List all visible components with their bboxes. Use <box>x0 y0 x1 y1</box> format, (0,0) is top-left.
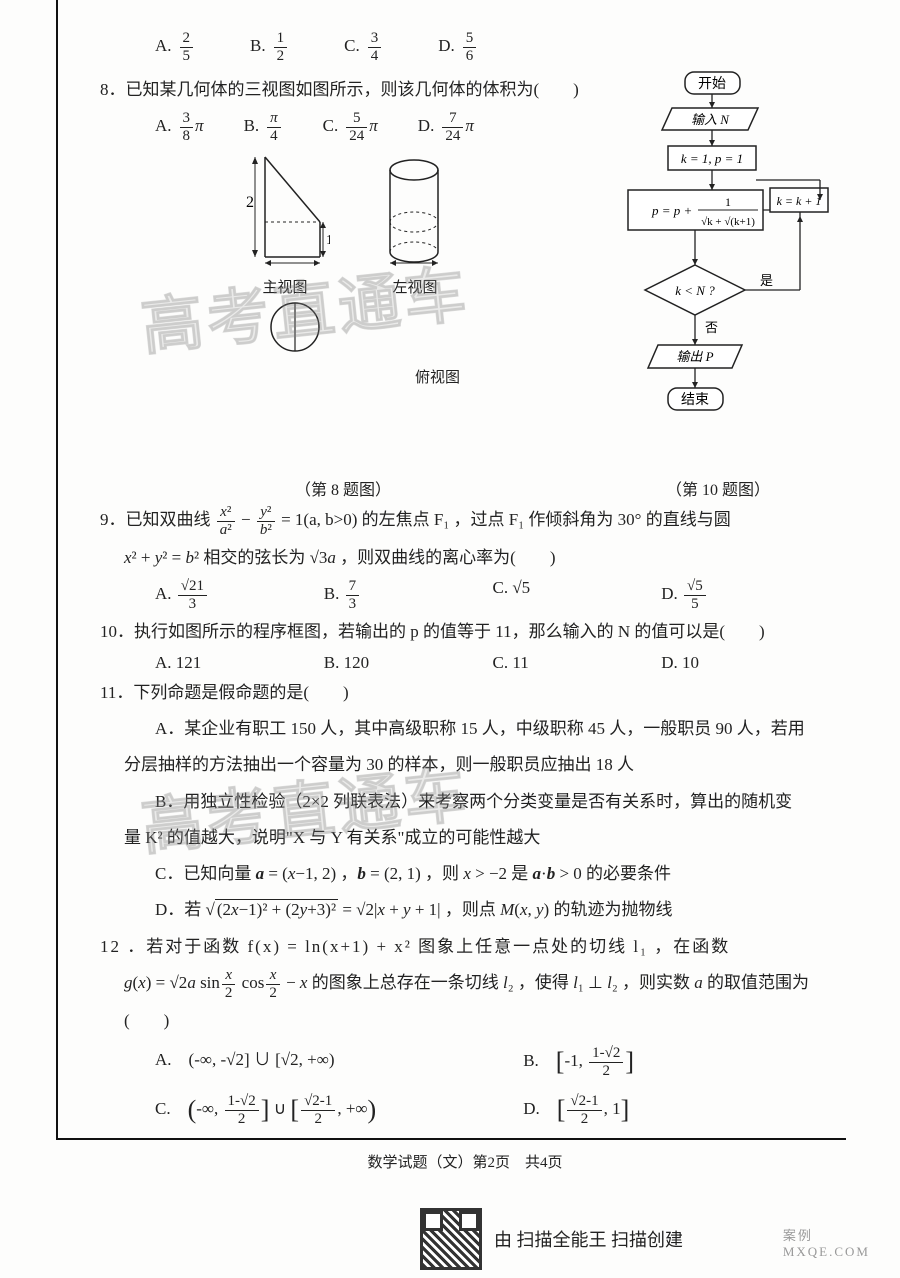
exam-page: 高考直通车 高考直通车 A.25 B.12 C.34 D.56 8．已知某几何体… <box>0 0 900 1200</box>
q9-line2: x² + y² = b² 相交的弦长为 √3a ，则双曲线的离心率为( ) <box>124 542 830 574</box>
q11-A1: A．某企业有职工 150 人，其中高级职称 15 人，中级职称 45 人，一般职… <box>155 713 830 745</box>
flowchart-svg: 开始 输入 N k = 1, p = 1 p = p + 1 √k + √(k+… <box>610 70 830 470</box>
q11-B2: 量 K² 的值越大，说明"X 与 Y 有关系"成立的可能性越大 <box>124 822 830 854</box>
top-view-svg <box>265 297 325 357</box>
q9-opt-B: B. 73 <box>324 578 493 612</box>
q10-opt-A: A. 121 <box>155 653 324 673</box>
q10-options: A. 121 B. 120 C. 11 D. 10 <box>155 653 830 673</box>
svg-text:1: 1 <box>410 264 417 267</box>
q9-opt-A: A. √213 <box>155 578 324 612</box>
flowchart-q10: 开始 输入 N k = 1, p = 1 p = p + 1 √k + √(k+… <box>610 70 830 470</box>
q9-line1: 9．已知双曲线 x²a² − y²b² = 1(a, b>0) 的左焦点 F₁ … <box>100 504 830 538</box>
svg-text:输出 P: 输出 P <box>676 349 713 364</box>
q12-opts-row1: A. (-∞, -√2] ∪ [√2, +∞) B. [-1, 1-√22] <box>155 1045 830 1079</box>
svg-text:1: 1 <box>283 264 290 267</box>
svg-text:p = p +: p = p + <box>651 203 692 218</box>
left-view-svg: 1 <box>380 152 450 267</box>
page-footer: 数学试题（文）第2页 共4页 <box>100 1151 830 1172</box>
q8-caption: （第 8 题图） <box>295 476 391 500</box>
top-view-label: 俯视图 <box>265 366 610 387</box>
main-view-label: 主视图 <box>240 276 330 297</box>
svg-text:k < N ?: k < N ? <box>675 283 715 298</box>
q7-opt-A: A.25 <box>155 30 195 64</box>
svg-text:输入 N: 输入 N <box>691 112 730 127</box>
q8-opt-A: A.38π <box>155 110 204 144</box>
q8-opt-D: D.724π <box>418 110 474 144</box>
q8-block: 8．已知某几何体的三视图如图所示，则该几何体的体积为( ) A.38π B.π4… <box>100 70 610 387</box>
corner-watermark: 案例MXQE.COM <box>783 1225 870 1260</box>
q10-opt-D: D. 10 <box>661 653 830 673</box>
svg-text:1: 1 <box>725 195 731 209</box>
q10-opt-B: B. 120 <box>324 653 493 673</box>
q7-options: A.25 B.12 C.34 D.56 <box>155 30 830 64</box>
q11-B1: B．用独立性检验（2×2 列联表法）来考察两个分类变量是否有关系时，算出的随机变 <box>155 786 830 818</box>
q8-options: A.38π B.π4 C.524π D.724π <box>155 110 610 144</box>
svg-text:k = 1, p = 1: k = 1, p = 1 <box>681 151 743 166</box>
q7-opt-C: C.34 <box>344 30 383 64</box>
top-view: 俯视图 <box>265 297 610 387</box>
q12-opt-B: B. [-1, 1-√22] <box>523 1045 830 1079</box>
fig-captions: （第 8 题图） （第 10 题图） <box>100 476 830 500</box>
q10-opt-C: C. 11 <box>493 653 662 673</box>
q10-stem: 10．执行如图所示的程序框图，若输出的 p 的值等于 11，那么输入的 N 的值… <box>100 616 830 648</box>
svg-text:√k + √(k+1): √k + √(k+1) <box>701 216 755 228</box>
left-view: 1 左视图 <box>380 152 450 297</box>
q10-caption: （第 10 题图） <box>666 476 770 500</box>
q9-opt-D: D. √55 <box>661 578 830 612</box>
svg-text:2: 2 <box>246 194 254 211</box>
q7-opt-D: D.56 <box>438 30 478 64</box>
q8-opt-B: B.π4 <box>244 110 283 144</box>
q12-line1: 12 ．若对于函数 f(x) = ln(x+1) + x² 图象上任意一点处的切… <box>100 931 830 963</box>
svg-text:1: 1 <box>326 233 330 248</box>
q8-flow-row: 8．已知某几何体的三视图如图所示，则该几何体的体积为( ) A.38π B.π4… <box>100 70 830 470</box>
svg-text:否: 否 <box>705 320 718 335</box>
main-view: 2 1 1 主视图 <box>240 152 330 297</box>
q12-opt-D: D. [√2-12, 1] <box>523 1093 830 1127</box>
svg-text:结束: 结束 <box>681 392 709 408</box>
q7-opt-B: B.12 <box>250 30 289 64</box>
svg-text:k = k + 1: k = k + 1 <box>777 194 822 208</box>
svg-text:是: 是 <box>760 273 773 288</box>
q9-opt-C: C. √5 <box>493 578 662 612</box>
q11-stem: 11．下列命题是假命题的是( ) <box>100 677 830 709</box>
scan-credit-text: 由 扫描全能王 扫描创建 <box>494 1226 683 1252</box>
q12-opt-C: C. (-∞, 1-√22] ∪ [√2-12, +∞) <box>155 1093 523 1127</box>
scan-credit-bar: 由 扫描全能王 扫描创建 案例MXQE.COM <box>0 1200 900 1278</box>
q8-opt-C: C.524π <box>323 110 378 144</box>
main-view-svg: 2 1 1 <box>240 152 330 267</box>
q9-options: A. √213 B. 73 C. √5 D. √55 <box>155 578 830 612</box>
q12-line2: g(x) = √2a sinx2 cosx2 − x 的图象上总存在一条切线 l… <box>124 967 830 1001</box>
qr-code-icon <box>420 1208 482 1270</box>
q8-stem: 8．已知某几何体的三视图如图所示，则该几何体的体积为( ) <box>100 74 610 106</box>
page-border <box>56 0 58 1140</box>
q11-C: C．已知向量 a = (x−1, 2) ，b = (2, 1) ，则 x > −… <box>155 858 830 890</box>
q12-opt-A: A. (-∞, -√2] ∪ [√2, +∞) <box>155 1045 523 1079</box>
q12-line3: ( ) <box>124 1005 830 1037</box>
svg-text:开始: 开始 <box>698 76 726 92</box>
q12-opts-row2: C. (-∞, 1-√22] ∪ [√2-12, +∞) D. [√2-12, … <box>155 1093 830 1127</box>
three-views: 2 1 1 主视图 <box>240 152 610 297</box>
q11-A2: 分层抽样的方法抽出一个容量为 30 的样本，则一般职员应抽出 18 人 <box>124 749 830 781</box>
left-view-label: 左视图 <box>380 276 450 297</box>
q11-D: D．若 √(2x−1)² + (2y+3)² = √2|x + y + 1| ，… <box>155 894 830 926</box>
